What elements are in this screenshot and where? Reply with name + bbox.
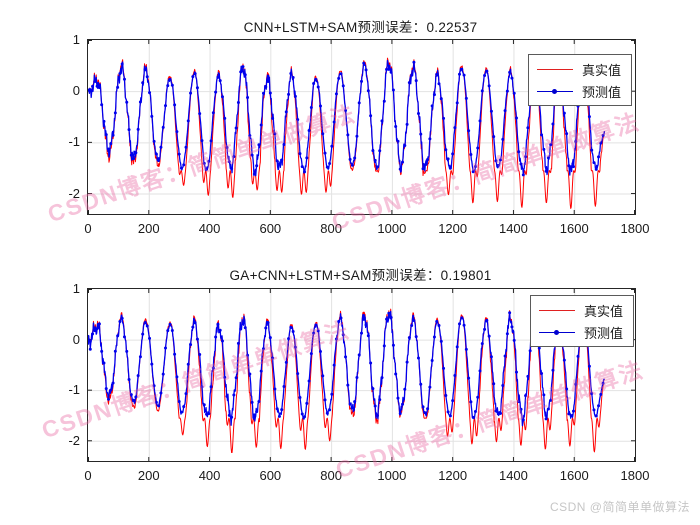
y-tick-label: -1 (68, 382, 80, 398)
x-tick-label: 1000 (377, 468, 407, 483)
y-tick-label: 0 (72, 83, 80, 99)
legend-entry-actual: 真实值 (538, 301, 623, 319)
x-tick-label: 400 (198, 221, 221, 236)
subplot2-title: GA+CNN+LSTM+SAM预测误差：0.19801 (229, 268, 492, 283)
y-tick-label: -2 (68, 432, 80, 448)
legend-entry-predicted: 预测值 (536, 82, 621, 100)
dot-marker-icon (553, 329, 559, 335)
blue-line-sample-icon (536, 88, 573, 94)
x-tick-label: 1200 (438, 221, 468, 236)
x-tick-label: 200 (137, 468, 160, 483)
legend-label-actual: 真实值 (581, 62, 621, 78)
subplot2-legend: 真实值 预测值 (529, 295, 634, 347)
csdn-attribution: CSDN @简简单单做算法 (549, 500, 690, 514)
x-tick-label: 800 (320, 221, 342, 236)
y-tick-label: -1 (68, 134, 80, 150)
x-tick-label: 600 (259, 468, 282, 483)
subplot1-axes: 1 0 -1 -2 0 200 400 600 800 1000 1200 1400 1600 1800… (68, 32, 649, 236)
x-tick-label: 1600 (559, 221, 589, 236)
legend-label-actual: 真实值 (583, 303, 623, 319)
x-tick-label: 200 (137, 221, 160, 236)
y-tick-label: -2 (68, 185, 80, 201)
blue-line-sample-icon (538, 329, 575, 335)
x-tick-label: 0 (84, 221, 92, 236)
legend-label-predicted: 预测值 (581, 84, 621, 100)
x-tick-label: 1400 (498, 468, 528, 483)
red-line-sample-icon (538, 309, 575, 311)
x-tick-label: 600 (259, 221, 282, 236)
legend-entry-actual: 真实值 (536, 60, 621, 78)
legend-label-predicted: 预测值 (583, 325, 623, 341)
x-tick-label: 1200 (438, 468, 468, 483)
y-tick-label: 1 (72, 281, 80, 296)
x-tick-label: 0 (84, 468, 92, 483)
x-tick-label: 800 (320, 468, 342, 483)
dot-marker-icon (551, 88, 557, 94)
y-tick-label: 0 (72, 331, 80, 347)
x-tick-label: 1800 (620, 221, 650, 236)
subplot1-legend: 真实值 预测值 (527, 54, 632, 106)
x-tick-label: 1000 (377, 221, 407, 236)
x-tick-label: 400 (198, 468, 221, 483)
x-tick-label: 1800 (620, 468, 650, 483)
x-tick-label: 1400 (498, 221, 528, 236)
subplot1-title: CNN+LSTM+SAM预测误差：0.22537 (243, 20, 478, 35)
subplot2-axes: 1 0 -1 -2 0 200 400 600 800 1000 1200 1400 1600 1800… (68, 281, 649, 483)
legend-entry-predicted: 预测值 (538, 323, 623, 341)
y-tick-label: 1 (72, 32, 80, 47)
red-line-sample-icon (536, 68, 573, 70)
x-tick-label: 1600 (559, 468, 589, 483)
